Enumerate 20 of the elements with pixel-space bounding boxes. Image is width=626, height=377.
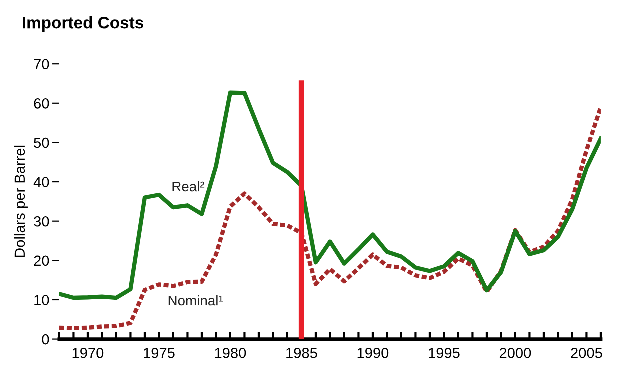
y-tick-label: 70 bbox=[34, 59, 50, 70]
chart-title: Imported Costs bbox=[23, 16, 144, 32]
y-tick-label: 20 bbox=[34, 256, 50, 266]
x-tick-label: 1970 bbox=[72, 348, 104, 358]
y-tick-label: 10 bbox=[34, 295, 50, 306]
series-label: Real² bbox=[172, 181, 205, 192]
y-tick-label: 0 bbox=[42, 334, 50, 345]
x-tick-label: 1995 bbox=[429, 348, 460, 358]
x-tick-label: 2005 bbox=[571, 348, 602, 358]
y-axis-title: Dollars per Barrel bbox=[14, 146, 28, 258]
x-tick-label: 1985 bbox=[286, 348, 318, 358]
y-tick-label: 60 bbox=[34, 98, 50, 109]
series-label: Nominal¹ bbox=[168, 295, 224, 306]
x-tick-label: 2000 bbox=[500, 348, 532, 358]
x-tick-label: 1990 bbox=[358, 348, 389, 358]
y-tick-label: 40 bbox=[34, 177, 50, 188]
x-tick-label: 1975 bbox=[144, 348, 175, 358]
y-tick-label: 30 bbox=[34, 216, 50, 227]
y-tick-label: 50 bbox=[34, 138, 50, 148]
x-tick-label: 1980 bbox=[215, 348, 246, 358]
